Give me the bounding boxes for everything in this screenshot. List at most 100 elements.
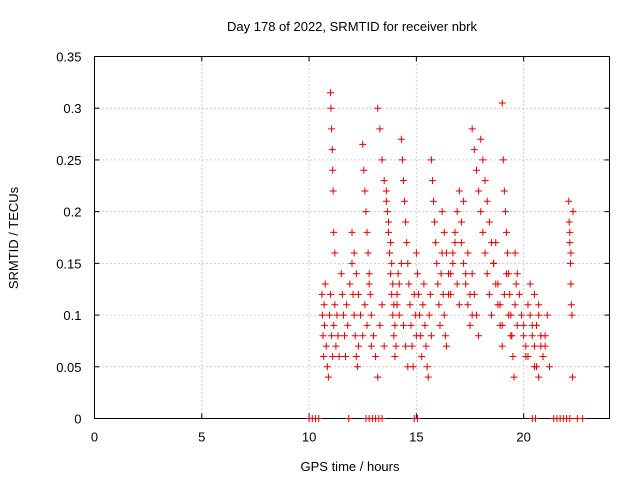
data-point xyxy=(348,228,356,236)
data-point xyxy=(339,311,347,319)
data-point xyxy=(321,280,329,288)
data-point xyxy=(328,332,336,340)
data-point xyxy=(432,239,440,247)
data-point xyxy=(384,228,392,236)
data-point xyxy=(442,342,450,350)
data-point xyxy=(568,311,576,319)
data-point xyxy=(331,249,339,257)
data-point xyxy=(442,249,450,257)
x-axis-title: GPS time / hours xyxy=(301,459,400,474)
data-point xyxy=(404,259,412,267)
data-point xyxy=(483,197,491,205)
data-point xyxy=(524,301,532,309)
data-point xyxy=(475,332,483,340)
y-tick-label: 0 xyxy=(74,412,81,427)
y-tick-label: 0.3 xyxy=(63,101,81,116)
data-point xyxy=(464,249,472,257)
data-point xyxy=(503,228,510,236)
data-point xyxy=(366,290,374,298)
data-point xyxy=(530,363,538,371)
data-point xyxy=(350,249,358,257)
data-point xyxy=(380,177,388,185)
data-point xyxy=(545,363,553,371)
data-point xyxy=(520,332,528,340)
data-point xyxy=(528,332,536,340)
data-point xyxy=(383,208,391,216)
chart-title: Day 178 of 2022, SRMTID for receiver nbr… xyxy=(227,19,477,34)
data-point xyxy=(378,156,386,164)
data-point xyxy=(357,311,365,319)
data-point xyxy=(361,301,369,309)
data-point xyxy=(421,321,429,329)
data-point xyxy=(466,321,474,329)
data-point xyxy=(464,301,472,309)
data-point xyxy=(386,249,394,257)
data-point xyxy=(390,332,398,340)
data-point xyxy=(511,249,519,257)
y-tick-label: 0.25 xyxy=(56,153,81,168)
data-point xyxy=(409,363,417,371)
data-point xyxy=(457,239,465,247)
data-point xyxy=(367,342,375,350)
data-point xyxy=(401,197,409,205)
data-point xyxy=(487,239,495,247)
data-point xyxy=(415,290,423,298)
data-point xyxy=(513,270,521,278)
data-point xyxy=(492,280,500,288)
data-point xyxy=(569,373,577,381)
data-point xyxy=(388,290,396,298)
data-point xyxy=(320,301,328,309)
data-point xyxy=(512,280,520,288)
data-point xyxy=(496,321,504,329)
data-point xyxy=(398,156,406,164)
data-point xyxy=(367,311,375,319)
data-point xyxy=(437,270,445,278)
data-point xyxy=(360,166,368,174)
data-point xyxy=(330,228,338,236)
data-point xyxy=(526,280,534,288)
data-point xyxy=(389,280,397,288)
data-point xyxy=(431,218,439,226)
data-point xyxy=(566,259,574,267)
y-tick-label: 0.1 xyxy=(63,308,81,323)
data-point xyxy=(365,280,373,288)
data-point xyxy=(566,228,574,236)
data-point xyxy=(418,352,426,360)
data-point xyxy=(440,311,448,319)
data-point xyxy=(335,352,343,360)
data-point xyxy=(531,415,539,422)
data-point xyxy=(530,342,538,350)
data-point xyxy=(451,239,459,247)
x-tick-label: 10 xyxy=(302,430,316,445)
data-point xyxy=(472,166,480,174)
data-point xyxy=(479,156,487,164)
data-point xyxy=(430,197,438,205)
data-point xyxy=(509,352,517,360)
data-point xyxy=(413,270,421,278)
data-point xyxy=(369,332,377,340)
data-point xyxy=(400,321,407,329)
data-point xyxy=(487,311,495,319)
data-point xyxy=(438,208,446,216)
data-point xyxy=(507,311,515,319)
data-point xyxy=(334,332,342,340)
y-tick-label: 0.2 xyxy=(63,205,81,220)
y-axis-title: SRMTID / TECUs xyxy=(6,186,21,289)
data-point xyxy=(345,415,353,422)
data-point xyxy=(436,321,444,329)
data-point xyxy=(427,332,435,340)
data-point xyxy=(372,352,380,360)
data-point xyxy=(543,311,551,319)
data-point xyxy=(537,342,545,350)
data-point xyxy=(460,259,468,267)
data-point xyxy=(397,259,405,267)
data-point xyxy=(481,249,489,257)
data-point xyxy=(453,208,461,216)
data-point xyxy=(422,342,430,350)
data-point xyxy=(417,332,425,340)
data-point xyxy=(526,311,534,319)
data-point xyxy=(455,187,463,195)
data-point xyxy=(477,208,485,216)
data-point xyxy=(342,352,350,360)
data-point xyxy=(457,218,465,226)
